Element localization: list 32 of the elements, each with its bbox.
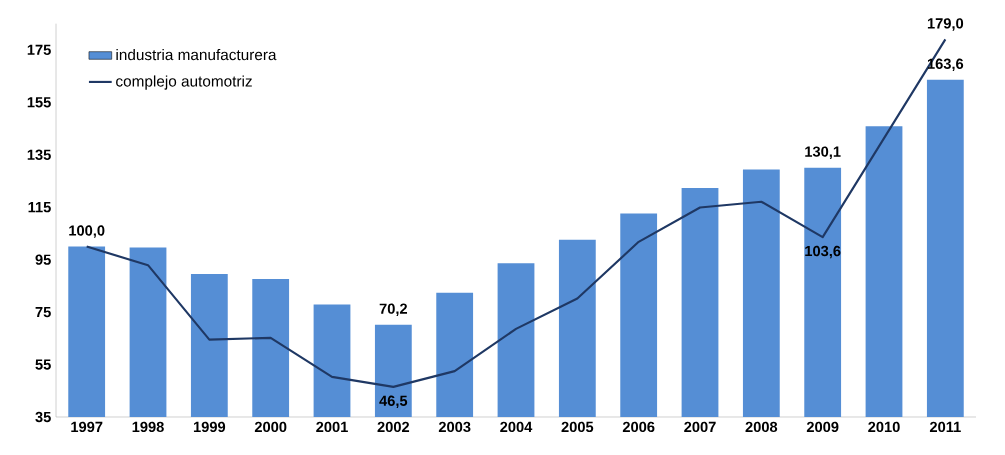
y-tick-label: 155 xyxy=(27,97,51,108)
x-tick-label: 2006 xyxy=(622,421,655,433)
x-tick-label: 2004 xyxy=(500,421,533,433)
x-tick-label: 2010 xyxy=(868,421,900,433)
data-label: 70,2 xyxy=(379,303,408,316)
y-tick-label: 175 xyxy=(27,44,51,56)
y-tick-label: 135 xyxy=(27,149,51,160)
x-tick-label: 2003 xyxy=(438,421,471,433)
legend-label: complejo automotriz xyxy=(116,75,252,90)
y-tick-label: 75 xyxy=(35,307,51,318)
data-label: 103,6 xyxy=(805,245,841,259)
data-label: 46,5 xyxy=(379,395,408,409)
data-label: 163,6 xyxy=(927,58,964,72)
x-tick-label: 2009 xyxy=(806,421,839,433)
y-tick-label: 95 xyxy=(35,254,51,265)
y-tick-label: 55 xyxy=(35,359,51,370)
legend-label: industria manufacturera xyxy=(116,48,277,61)
x-tick-label: 1997 xyxy=(71,421,103,433)
x-tick-label: 2002 xyxy=(377,421,410,433)
y-tick-label: 115 xyxy=(28,202,51,213)
x-tick-label: 2005 xyxy=(561,421,594,433)
data-label: 100,0 xyxy=(69,225,105,238)
data-label: 130,1 xyxy=(805,146,841,159)
x-tick-label: 1999 xyxy=(193,421,226,433)
x-tick-label: 1998 xyxy=(132,421,164,433)
data-label: 179,0 xyxy=(927,18,964,31)
x-tick-label: 2011 xyxy=(929,421,961,433)
x-tick-label: 2007 xyxy=(684,421,716,433)
x-tick-label: 2001 xyxy=(316,421,348,433)
y-tick-label: 35 xyxy=(35,411,51,423)
x-tick-label: 2000 xyxy=(254,421,287,433)
x-tick-label: 2008 xyxy=(745,421,778,433)
